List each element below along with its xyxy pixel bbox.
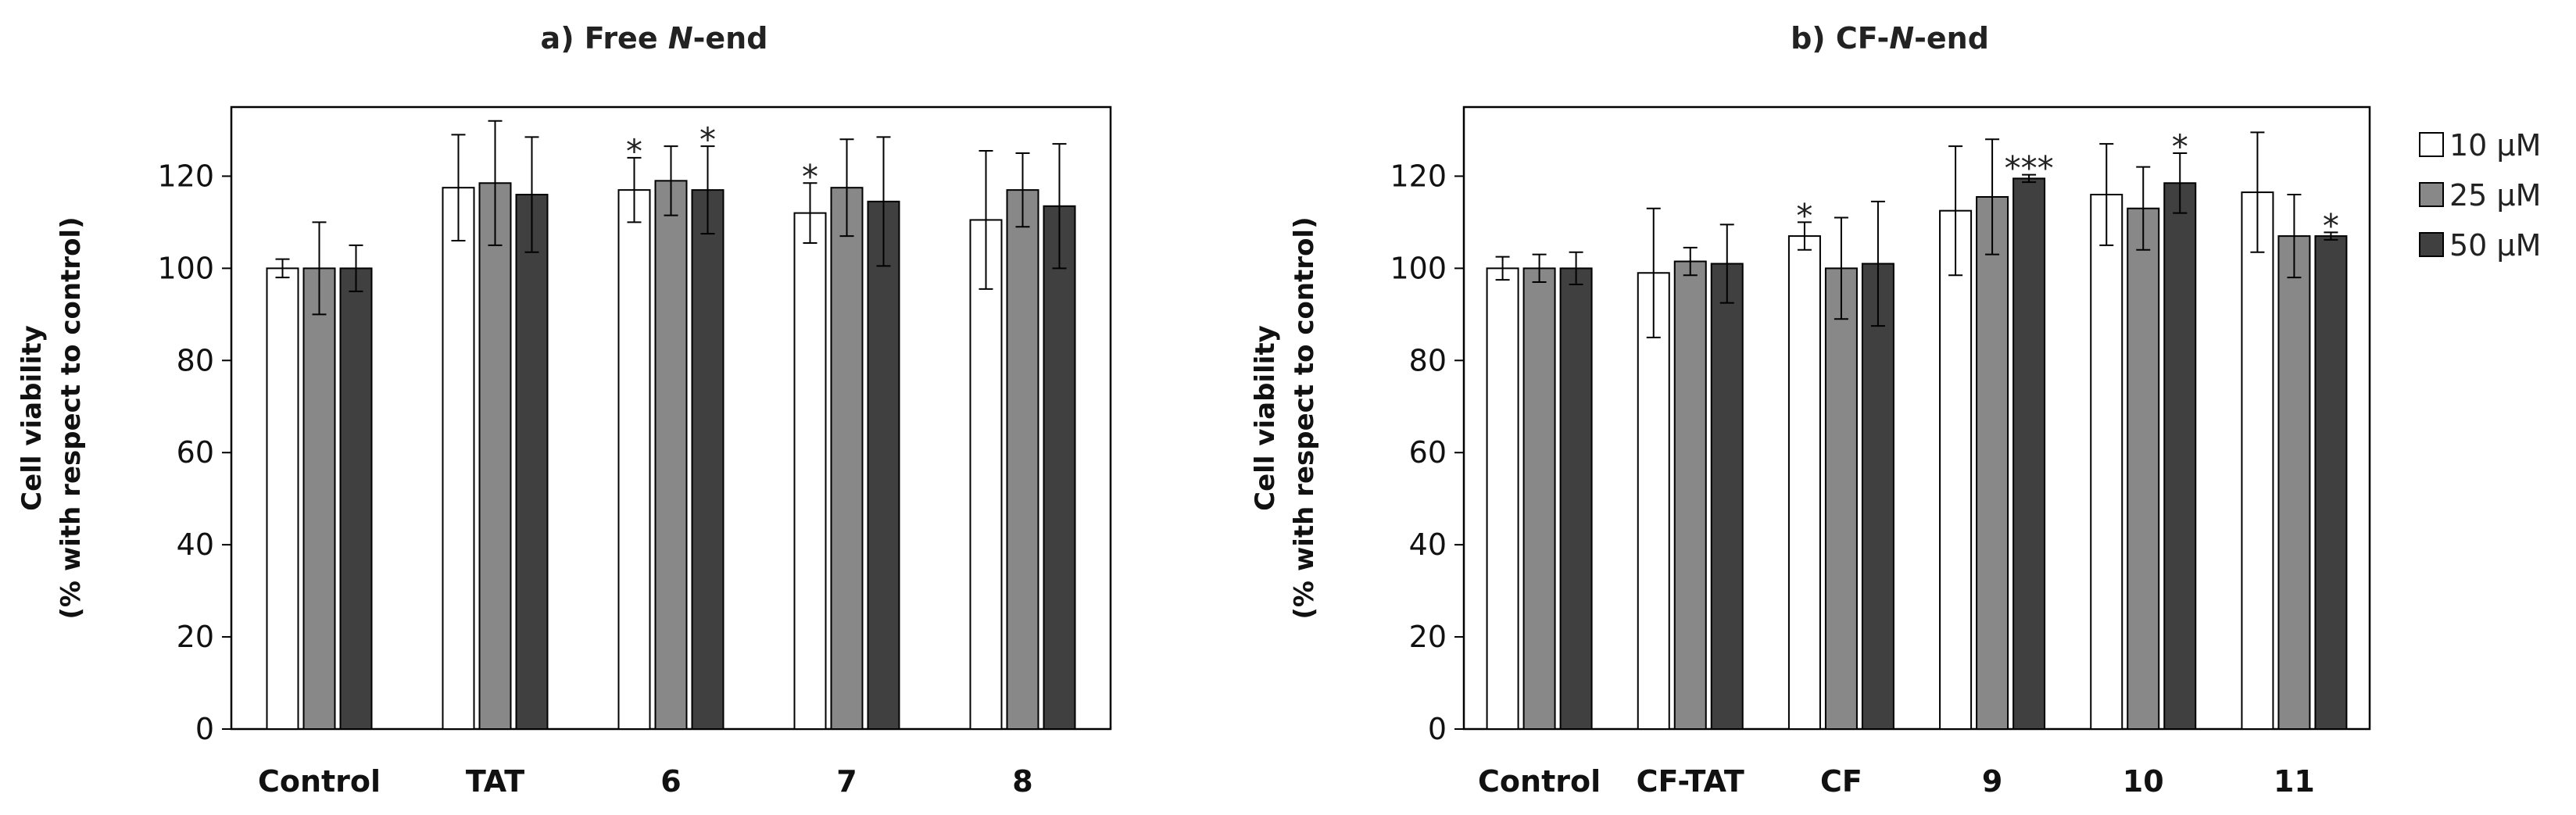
significance-marker: * [2323, 206, 2339, 245]
chart-title-prefix: a) Free [541, 21, 668, 55]
bar-cf-2 [1861, 263, 1894, 730]
x-category-label: CF [1820, 764, 1862, 799]
legend-label: 50 µM [2449, 228, 2541, 263]
bar-10-1 [2127, 207, 2160, 730]
bar-9-2 [2012, 177, 2046, 731]
bar-6-0 [617, 189, 651, 730]
y-axis-label-line2: (% with respect to control) [55, 216, 87, 619]
y-axis-label-line1: Cell viability [1250, 325, 1281, 511]
x-category-label: 7 [836, 764, 857, 799]
x-category-label: 6 [660, 764, 681, 799]
bar-control-0 [266, 267, 299, 730]
x-category-label: CF-TAT [1637, 764, 1744, 799]
bar-9-0 [1939, 209, 1973, 730]
y-axis-label-line1: Cell viability [16, 325, 48, 511]
y-tick-label: 100 [1390, 251, 1447, 285]
bar-tat-0 [442, 187, 475, 730]
x-category-label: 11 [2274, 764, 2315, 799]
chart-title-suffix: -end [1914, 21, 1989, 55]
bar-10-2 [2163, 182, 2197, 731]
x-category-label: Control [258, 764, 381, 799]
bar-control-1 [1522, 267, 1556, 730]
x-category-label: 8 [1012, 764, 1032, 799]
significance-marker: * [1796, 196, 1812, 234]
chart-title-suffix: -end [693, 21, 768, 55]
legend-label: 10 µM [2449, 128, 2541, 163]
y-tick-label: 20 [1409, 620, 1447, 654]
y-tick-label: 120 [157, 159, 214, 193]
bar-6-2 [691, 189, 724, 730]
x-category-label: TAT [466, 764, 524, 799]
bar-11-0 [2241, 191, 2274, 730]
bar-11-2 [2314, 235, 2348, 730]
bar-6-1 [654, 180, 688, 730]
chart-panel-free-n-end: a) Free N-end Cell viability (% with respe… [16, 21, 1112, 799]
chart-title-prefix: b) CF- [1791, 21, 1889, 55]
y-tick-label: 80 [177, 343, 214, 377]
legend-swatch [2419, 132, 2444, 157]
y-tick-label: 40 [177, 527, 214, 562]
x-category-label: Control [1478, 764, 1601, 799]
y-tick-label: 60 [177, 435, 214, 470]
chart-title: a) Free N-end [541, 21, 768, 55]
y-tick-label: 100 [157, 251, 214, 285]
y-tick-label: 0 [195, 712, 214, 746]
y-tick-label: 80 [1409, 343, 1447, 377]
bar-control-0 [1486, 267, 1519, 730]
significance-marker: * [699, 120, 716, 159]
y-tick-label: 20 [177, 620, 214, 654]
x-category-label: 9 [1982, 764, 2002, 799]
bar-10-0 [2090, 194, 2123, 731]
significance-marker: * [2172, 127, 2188, 166]
y-tick-label: 120 [1390, 159, 1447, 193]
legend: 10 µM 25 µM 50 µM [2419, 128, 2541, 263]
y-tick-label: 0 [1428, 712, 1447, 746]
bar-control-2 [1559, 267, 1593, 730]
bar-cf-tat-0 [1637, 272, 1670, 730]
bar-11-1 [2277, 235, 2311, 730]
bar-control-1 [302, 267, 336, 730]
x-category-label: 10 [2123, 764, 2164, 799]
bar-9-1 [1976, 195, 2009, 730]
bar-7-2 [867, 200, 900, 730]
legend-swatch [2419, 232, 2444, 257]
legend-swatch [2419, 182, 2444, 207]
significance-marker: * [626, 132, 642, 170]
bar-tat-1 [478, 182, 512, 731]
bar-cf-1 [1824, 267, 1858, 730]
y-tick-label: 60 [1409, 435, 1447, 470]
y-axis-label-line2: (% with respect to control) [1289, 216, 1320, 619]
bar-7-0 [793, 212, 827, 730]
bar-7-1 [830, 187, 864, 730]
bar-cf-tat-2 [1710, 263, 1744, 730]
plot-area [1462, 105, 2371, 731]
bar-8-0 [969, 219, 1003, 730]
chart-panel-cf-n-end: b) CF-N-end Cell viability (% with respect… [1250, 21, 2371, 799]
significance-marker: *** [2005, 149, 2054, 188]
chart-title: b) CF-N-end [1791, 21, 1989, 55]
bar-cf-0 [1787, 235, 1821, 730]
y-tick-label: 40 [1409, 527, 1447, 562]
significance-marker: * [802, 157, 818, 195]
chart-title-italic: N [1889, 21, 1914, 55]
bar-8-1 [1006, 189, 1039, 730]
bar-8-2 [1043, 205, 1076, 730]
bar-cf-tat-1 [1673, 260, 1707, 730]
legend-label: 25 µM [2449, 178, 2541, 213]
chart-title-italic: N [668, 21, 693, 55]
bar-tat-2 [515, 194, 549, 731]
bar-control-2 [339, 267, 373, 730]
